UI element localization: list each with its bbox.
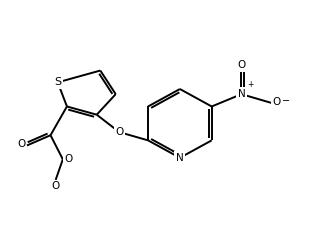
Text: O: O [18,139,26,150]
Text: O: O [64,154,73,164]
Text: O: O [237,60,246,70]
Text: S: S [54,77,61,87]
Text: +: + [248,80,254,89]
Text: O: O [272,97,281,107]
Text: N: N [238,89,245,99]
Text: O: O [52,181,60,191]
Text: O: O [115,127,123,137]
Text: −: − [281,96,290,106]
Text: N: N [176,153,184,163]
